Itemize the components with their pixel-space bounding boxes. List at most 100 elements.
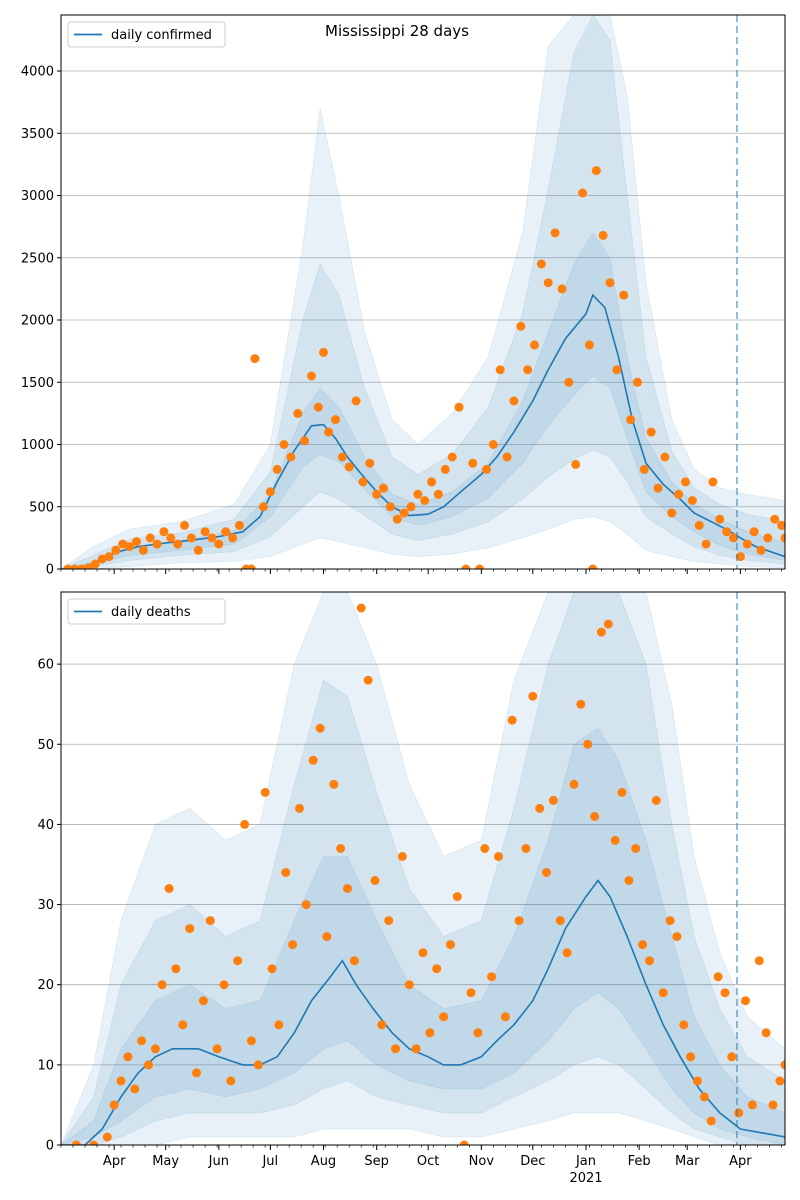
data-point [722, 527, 732, 537]
data-point [701, 539, 711, 549]
data-point [240, 819, 250, 829]
data-point [461, 564, 471, 569]
data-point [125, 542, 135, 552]
x-tick-label: Apr [103, 1154, 126, 1169]
data-point [144, 1060, 153, 1070]
data-point [418, 948, 428, 958]
data-point [681, 477, 690, 487]
data-point [735, 552, 745, 562]
data-point [392, 514, 402, 524]
x-tick-label: Nov [469, 1154, 495, 1169]
data-point [653, 483, 663, 493]
data-point [543, 278, 553, 288]
data-point [658, 988, 668, 998]
data-point [530, 340, 539, 350]
inner-uncertainty-band [61, 232, 785, 569]
data-point [219, 980, 229, 990]
data-point [473, 1028, 483, 1038]
data-point [233, 956, 243, 966]
data-point [178, 1020, 188, 1030]
deaths-chart-panel: 0 10 20 30 40 50 60 Apr May Jun Jul Aug Sep Oct Nov Dec… [37, 591, 786, 1169]
x-tick-label: Mar [675, 1154, 700, 1169]
data-point [315, 723, 325, 733]
data-point [775, 1076, 785, 1086]
data-point [111, 545, 121, 555]
x-tick-label: Jan [575, 1154, 596, 1169]
middle-uncertainty-band [61, 592, 785, 1145]
data-point [192, 1068, 201, 1078]
data-point [596, 627, 606, 637]
data-point [234, 520, 244, 530]
data-point [293, 408, 303, 418]
data-point [413, 489, 423, 499]
data-point [720, 988, 730, 998]
data-point [221, 527, 231, 537]
data-point [693, 1076, 702, 1086]
data-point [633, 377, 642, 387]
data-point [550, 228, 560, 238]
data-point [468, 458, 478, 468]
data-point [555, 916, 565, 926]
data-point [557, 284, 567, 294]
data-point [272, 464, 282, 474]
data-point [576, 699, 586, 709]
data-point [562, 948, 572, 958]
data-point [475, 564, 485, 569]
y-tick-label: 2500 [21, 251, 54, 266]
data-point [631, 844, 641, 853]
data-point [536, 259, 546, 269]
data-point [166, 533, 176, 543]
data-point [584, 340, 594, 350]
data-point [397, 852, 407, 861]
data-point [200, 527, 210, 537]
data-point [459, 1140, 469, 1145]
data-point [605, 278, 615, 288]
legend-label: daily deaths [111, 605, 191, 620]
data-point [679, 1020, 689, 1030]
data-point [246, 1036, 256, 1046]
data-point [482, 464, 491, 474]
data-point [488, 440, 498, 449]
data-point [319, 347, 328, 357]
data-point [452, 892, 462, 902]
figure-title: Mississippi 28 days [325, 22, 469, 40]
data-point [694, 520, 704, 530]
data-point [514, 916, 524, 926]
data-point [610, 835, 620, 845]
data-point [344, 462, 354, 472]
data-point [749, 527, 759, 537]
data-point [713, 972, 723, 982]
data-point [313, 402, 323, 412]
data-point [665, 916, 675, 926]
data-point [660, 452, 670, 462]
data-point [427, 477, 437, 487]
data-point [186, 533, 196, 543]
plot-area [61, 592, 785, 1145]
data-point [626, 415, 636, 425]
data-point [343, 884, 352, 893]
data-point [356, 603, 366, 613]
data-point [523, 365, 533, 375]
data-point [370, 876, 380, 885]
data-point [123, 1052, 133, 1062]
data-point [307, 371, 316, 381]
data-point [564, 377, 574, 387]
data-point [84, 563, 93, 569]
data-point [265, 487, 275, 497]
data-point [425, 1028, 435, 1038]
data-point [548, 795, 558, 805]
confirmed-chart-panel: 0 500 1000 1500 2000 2500 3000 3500 4000 daily co… [21, 14, 786, 578]
x-tick-label: Sep [364, 1154, 389, 1169]
data-point [274, 1020, 284, 1030]
data-point [365, 458, 375, 468]
x-tick-label: Apr [729, 1154, 752, 1169]
data-point [228, 533, 238, 543]
data-point [329, 779, 339, 789]
y-tick-label: 50 [37, 738, 54, 753]
y-tick-label: 60 [37, 658, 54, 673]
x-axis-year-label: 2021 [569, 1171, 602, 1186]
data-point [118, 539, 128, 549]
data-point [645, 956, 654, 966]
data-point [349, 956, 359, 966]
data-point [286, 452, 296, 462]
